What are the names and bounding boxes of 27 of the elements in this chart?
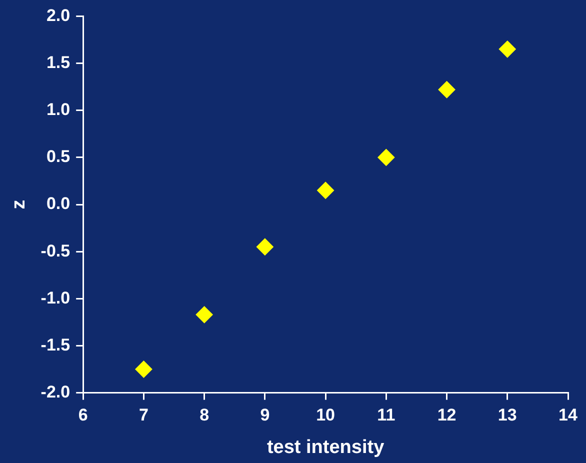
point [378,148,395,166]
y-tick-label: 1.0 [46,100,70,120]
y-tick-label: -2.0 [40,382,70,402]
y-tick-label: 0.5 [46,147,70,166]
x-tick-label: 6 [78,406,88,425]
point [317,182,334,199]
point [196,306,213,324]
x-tick-label: 12 [437,406,456,425]
x-tick-label: 7 [138,406,148,425]
y-tick-label: -1.0 [40,288,70,308]
y-tick-label: 2.0 [46,6,70,25]
point [438,81,456,98]
y-tick-label: -1.5 [40,335,70,354]
y-tick-label: 0.0 [46,194,70,214]
x-tick-label: 13 [498,406,517,425]
x-tick-label: 10 [316,406,336,425]
point [135,360,152,378]
point [498,40,516,58]
x-tick-label: 14 [558,406,578,425]
x-tick-label: 11 [377,406,396,425]
x-tick-label: 9 [260,406,270,425]
y-axis-title: z [8,200,30,210]
y-tick-label: -0.5 [40,241,70,260]
x-tick-label: 8 [200,406,210,425]
point [256,238,274,256]
y-tick-label: 1.5 [46,52,70,72]
x-axis-title: test intensity [266,436,385,458]
